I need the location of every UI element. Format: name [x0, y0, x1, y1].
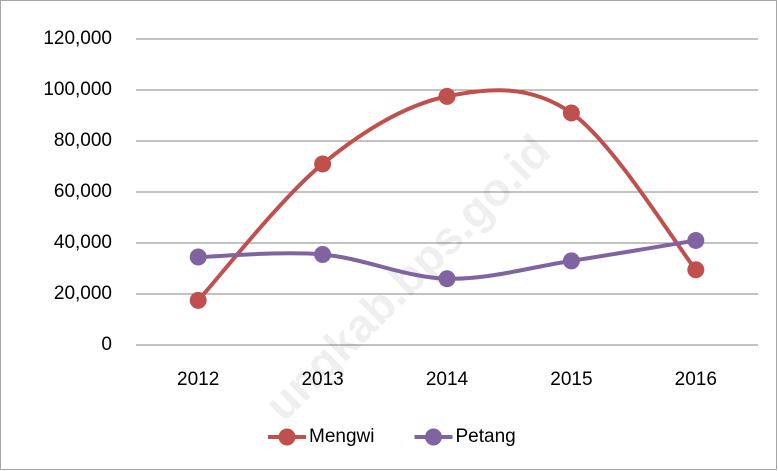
- y-tick-label: 0: [101, 334, 112, 355]
- x-tick-label: 2012: [177, 369, 219, 390]
- data-point: [687, 261, 705, 279]
- y-tick-label: 40,000: [54, 232, 112, 253]
- data-point: [562, 252, 580, 270]
- data-point: [438, 270, 456, 288]
- data-point: [314, 155, 332, 173]
- y-tick-label: 120,000: [43, 28, 112, 49]
- y-tick-label: 60,000: [54, 181, 112, 202]
- data-point: [438, 87, 456, 105]
- legend-label: Petang: [455, 426, 515, 447]
- data-point: [189, 248, 207, 266]
- data-point: [562, 104, 580, 122]
- y-tick-label: 20,000: [54, 283, 112, 304]
- y-tick-label: 80,000: [54, 130, 112, 151]
- legend-marker: [424, 428, 442, 446]
- x-tick-label: 2016: [675, 369, 717, 390]
- x-tick-label: 2013: [301, 369, 343, 390]
- data-point: [314, 245, 332, 263]
- legend-label: Mengwi: [309, 426, 374, 447]
- data-point: [687, 231, 705, 249]
- data-point: [189, 291, 207, 309]
- x-tick-label: 2015: [550, 369, 592, 390]
- legend-marker: [278, 428, 296, 446]
- x-tick-label: 2014: [426, 369, 469, 390]
- y-tick-label: 100,000: [43, 79, 112, 100]
